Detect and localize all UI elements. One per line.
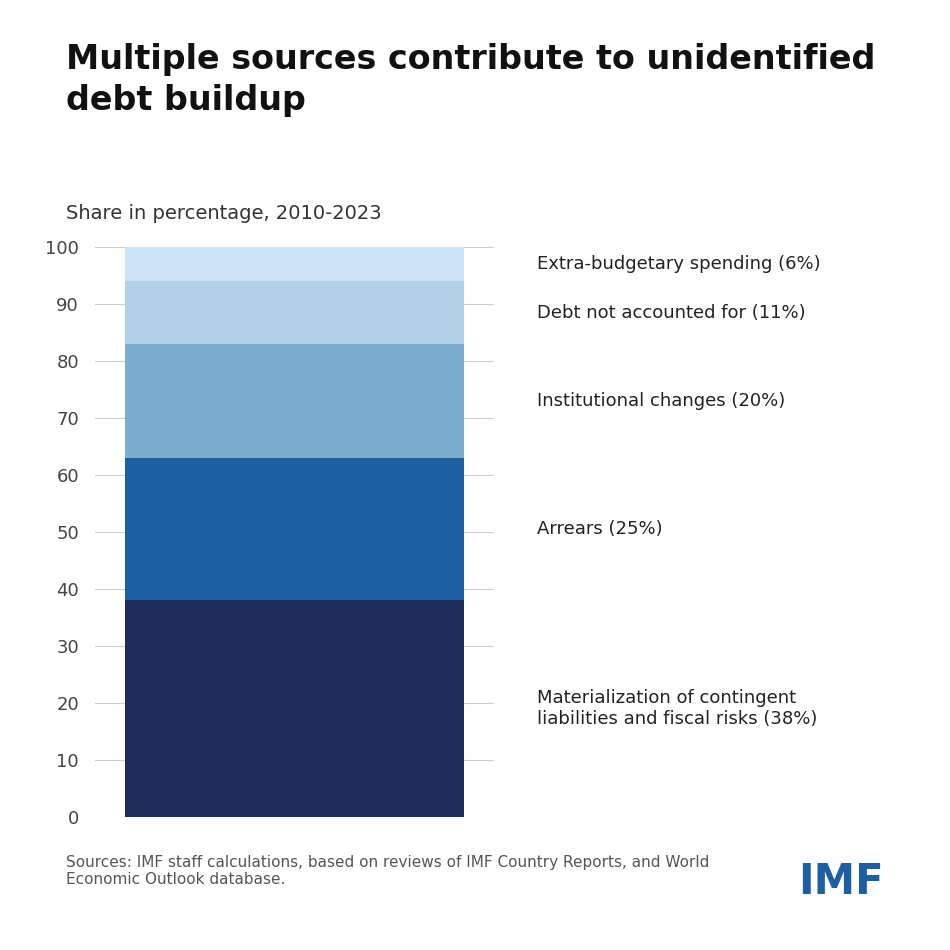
Text: Debt not accounted for (11%): Debt not accounted for (11%) — [537, 304, 806, 321]
Bar — [125, 344, 464, 458]
Text: IMF: IMF — [798, 861, 884, 902]
Text: Share in percentage, 2010-2023: Share in percentage, 2010-2023 — [66, 204, 382, 223]
Text: Extra-budgetary spending (6%): Extra-budgetary spending (6%) — [537, 256, 821, 273]
Text: Sources: IMF staff calculations, based on reviews of IMF Country Reports, and Wo: Sources: IMF staff calculations, based o… — [66, 855, 710, 887]
Bar — [125, 458, 464, 600]
Text: Multiple sources contribute to unidentified
debt buildup: Multiple sources contribute to unidentif… — [66, 43, 876, 117]
Bar — [125, 600, 464, 817]
Text: Institutional changes (20%): Institutional changes (20%) — [537, 392, 785, 409]
Bar — [125, 247, 464, 281]
Text: Materialization of contingent
liabilities and fiscal risks (38%): Materialization of contingent liabilitie… — [537, 690, 817, 728]
Text: Arrears (25%): Arrears (25%) — [537, 521, 662, 538]
Bar — [125, 281, 464, 344]
